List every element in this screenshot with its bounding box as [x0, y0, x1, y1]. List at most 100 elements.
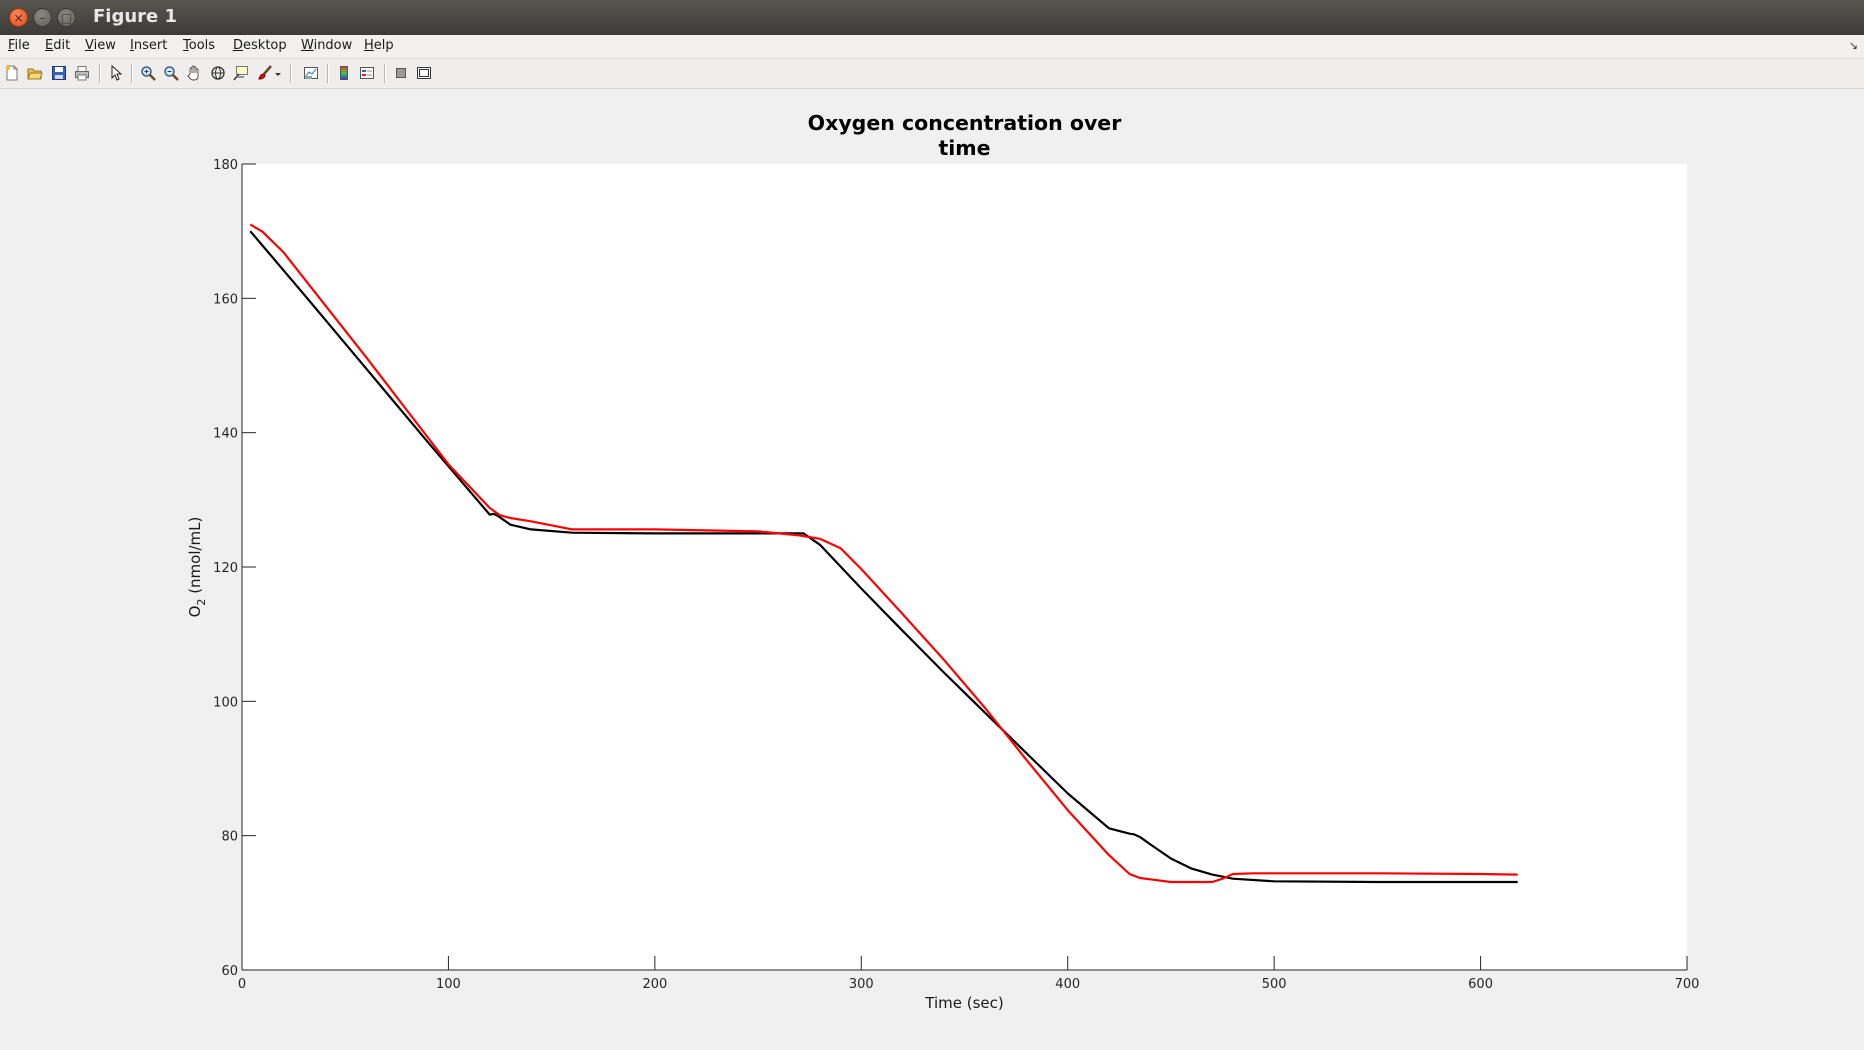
show-plot-tools-icon: [417, 67, 431, 79]
menu-edit-label: dit: [53, 38, 71, 53]
x-tick-label: 0: [238, 977, 246, 992]
data-cursor-button[interactable]: [232, 64, 250, 82]
series-layer: [249, 223, 1518, 884]
ticks-layer: 0 100 200 300 400 500 600 700 60 80 100 120 140 160 18…: [213, 158, 1699, 992]
menu-bar: File Edit View Insert Tools Desktop Wind…: [0, 35, 1864, 59]
zoom-out-icon: [164, 66, 179, 81]
close-window-button[interactable]: ×: [9, 8, 28, 27]
open-file-icon: [27, 68, 43, 80]
menu-help-mnemonic: H: [364, 38, 374, 53]
menu-help[interactable]: Help: [364, 38, 394, 53]
y-tick-label: 140: [213, 427, 238, 442]
x-tick-label: 500: [1262, 977, 1287, 992]
y-tick-label: 100: [213, 695, 238, 710]
y-tick-label: 80: [221, 830, 238, 845]
brush-button[interactable]: [255, 64, 273, 82]
new-figure-button[interactable]: [3, 64, 21, 82]
menu-insert[interactable]: Insert: [130, 38, 167, 53]
plot-area[interactable]: [242, 164, 1687, 970]
close-icon: ×: [13, 10, 24, 25]
y-tick-label: 180: [213, 158, 238, 173]
x-tick-label: 300: [849, 977, 874, 992]
window-titlebar[interactable]: × – □ Figure 1: [0, 0, 1864, 36]
insert-colorbar-button[interactable]: [335, 64, 353, 82]
menu-insert-label: nsert: [133, 38, 168, 53]
x-tick-label: 700: [1675, 977, 1700, 992]
menu-window-mnemonic: W: [301, 38, 314, 53]
rotate-3d-icon: [211, 66, 225, 80]
link-plot-icon: [304, 67, 318, 79]
menu-tools-label: ools: [188, 38, 216, 53]
print-icon: [75, 66, 89, 81]
brush-icon: [258, 65, 272, 80]
menu-desktop-label: esktop: [243, 38, 287, 53]
menu-desktop[interactable]: Desktop: [233, 38, 287, 53]
toolbar-separator: [131, 64, 133, 83]
edit-plot-icon: [111, 65, 123, 81]
chart[interactable]: 0 100 200 300 400 500 600 700 60 80 100 120 140 160 18…: [0, 89, 1864, 1050]
y-tick-label: 160: [213, 292, 238, 307]
menu-tools-mnemonic: T: [183, 38, 189, 53]
zoom-in-icon: [141, 66, 156, 81]
link-plot-button[interactable]: [302, 64, 320, 82]
menu-tools[interactable]: Tools: [183, 38, 215, 53]
brush-dropdown-button[interactable]: [273, 64, 283, 82]
chart-title-line-1: Oxygen concentration over: [808, 111, 1123, 135]
menu-file-mnemonic: F: [8, 38, 15, 53]
hide-plot-tools-button[interactable]: [392, 64, 410, 82]
new-figure-icon: [6, 65, 18, 81]
zoom-out-button[interactable]: [162, 64, 180, 82]
x-tick-label: 600: [1468, 977, 1493, 992]
toolbar-separator: [327, 64, 329, 83]
menu-view-mnemonic: V: [85, 38, 94, 53]
open-file-button[interactable]: [26, 64, 44, 82]
insert-legend-button[interactable]: [358, 64, 376, 82]
menu-file-label: ile: [14, 38, 30, 53]
print-button[interactable]: [73, 64, 91, 82]
maximize-window-button[interactable]: □: [57, 8, 76, 27]
x-tick-label: 400: [1055, 977, 1080, 992]
toolbar-separator: [99, 64, 101, 83]
x-axis-label: Time (sec): [924, 994, 1003, 1012]
menu-help-label: elp: [373, 38, 394, 53]
menu-overflow-arrow-icon[interactable]: ↘: [1848, 39, 1858, 52]
x-tick-label: 200: [642, 977, 667, 992]
menu-insert-mnemonic: I: [130, 38, 134, 53]
menu-desktop-mnemonic: D: [233, 38, 244, 53]
hide-plot-tools-icon: [396, 68, 406, 78]
edit-plot-button[interactable]: [107, 64, 125, 82]
x-tick-label: 100: [436, 977, 461, 992]
minimize-icon: –: [39, 10, 46, 25]
zoom-in-button[interactable]: [139, 64, 157, 82]
menu-file[interactable]: File: [8, 38, 30, 53]
insert-legend-icon: [360, 67, 374, 79]
minimize-window-button[interactable]: –: [33, 8, 52, 27]
series-line-1[interactable]: [249, 230, 1518, 884]
save-icon: [52, 66, 66, 80]
data-cursor-icon: [233, 66, 248, 81]
window-title: Figure 1: [93, 6, 178, 27]
show-plot-tools-button[interactable]: [415, 64, 433, 82]
pan-icon: [187, 65, 199, 81]
menu-edit-mnemonic: E: [45, 38, 54, 53]
figure-toolbar: [0, 59, 1864, 89]
y-axis-label-unit: (nmol/mL): [186, 517, 204, 599]
y-tick-label: 120: [213, 561, 238, 576]
menu-window[interactable]: Window: [301, 38, 352, 53]
save-button[interactable]: [50, 64, 68, 82]
menu-view-label: iew: [93, 38, 116, 53]
y-axis-label-subscript: 2: [195, 599, 208, 606]
pan-button[interactable]: [185, 64, 203, 82]
insert-colorbar-icon: [340, 66, 348, 80]
series-line-2[interactable]: [249, 223, 1518, 884]
chart-title-line-2: time: [938, 136, 990, 160]
menu-window-label: indow: [313, 38, 353, 53]
menu-edit[interactable]: Edit: [45, 38, 70, 53]
rotate-3d-button[interactable]: [209, 64, 227, 82]
toolbar-separator: [290, 64, 292, 83]
brush-dropdown-icon: [275, 73, 281, 76]
figure-canvas: 0 100 200 300 400 500 600 700 60 80 100 120 140 160 18…: [0, 89, 1864, 1050]
y-tick-label: 60: [221, 964, 238, 979]
y-axis-label: O2 (nmol/mL): [186, 517, 208, 618]
menu-view[interactable]: View: [85, 38, 116, 53]
